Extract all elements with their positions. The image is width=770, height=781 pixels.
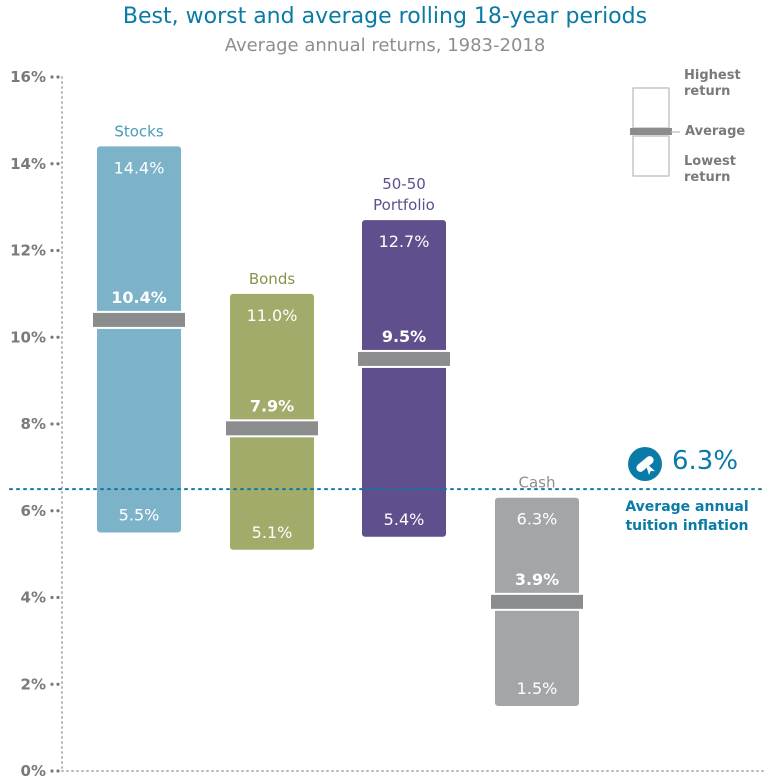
y-tick-dot	[56, 509, 60, 513]
bar-avg-label: 3.9%	[515, 570, 559, 589]
bar-high-label: 12.7%	[379, 232, 430, 251]
y-tick-dot	[56, 422, 60, 426]
category-label: Stocks	[114, 122, 164, 140]
y-tick-dot	[56, 162, 60, 166]
bar-avg-label: 10.4%	[111, 288, 167, 307]
y-tick-label: 0%	[21, 762, 46, 780]
bar-avg-label: 9.5%	[382, 327, 426, 346]
avg-marker	[358, 351, 450, 366]
y-tick-dot	[56, 595, 60, 600]
bar-low-label: 5.5%	[119, 505, 160, 524]
tuition-inflation-value: 6.3%	[672, 446, 739, 476]
y-tick-dot	[50, 248, 54, 253]
chart-subtitle: Average annual returns, 1983-2018	[224, 35, 546, 56]
y-tick-dot	[50, 769, 54, 773]
y-tick-dot	[56, 682, 60, 686]
bar-high-label: 11.0%	[247, 306, 298, 325]
chart-title: Best, worst and average rolling 18-year …	[122, 4, 648, 29]
y-tick-dot	[50, 75, 54, 79]
y-tick-dot	[50, 595, 54, 600]
y-tick-label: 14%	[10, 155, 46, 173]
legend-box-bottom	[632, 135, 670, 177]
bar-range	[97, 146, 181, 533]
legend-box-top	[632, 87, 670, 129]
bar-range	[362, 220, 446, 537]
legend-highest-label: Highest return	[684, 68, 741, 99]
y-tick-dot	[50, 162, 54, 166]
diploma-icon-glyph	[636, 456, 656, 475]
y-tick-label: 2%	[21, 675, 46, 693]
y-tick-dot	[50, 335, 54, 339]
bar-avg-label: 7.9%	[250, 396, 294, 415]
bar-low-label: 1.5%	[517, 679, 558, 698]
category-label: Bonds	[249, 270, 295, 288]
bar-low-label: 5.1%	[252, 523, 293, 542]
category-label: 50-50	[382, 175, 426, 193]
y-tick-label: 12%	[10, 242, 46, 260]
avg-marker	[491, 594, 583, 609]
y-tick-dot	[50, 509, 54, 513]
y-tick-dot	[50, 682, 54, 686]
legend-average-label: Average	[685, 124, 746, 139]
legend-lowest-label: Lowest return	[684, 154, 736, 185]
tuition-inflation-label: Average annual tuition inflation	[625, 499, 749, 534]
y-tick-dot	[50, 422, 54, 426]
diploma-scroll	[636, 456, 654, 472]
y-tick-dot	[56, 75, 60, 79]
y-tick-label: 16%	[10, 68, 46, 86]
y-tick-label: 4%	[21, 589, 46, 607]
y-tick-label: 8%	[21, 415, 46, 433]
bar-high-label: 6.3%	[517, 510, 558, 529]
diploma-ribbon	[646, 465, 656, 475]
bar-low-label: 5.4%	[384, 510, 425, 529]
legend-avg-marker	[630, 128, 672, 135]
category-label: Cash	[519, 474, 556, 492]
y-tick-dot	[56, 769, 60, 773]
avg-marker	[226, 421, 318, 436]
y-tick-label: 10%	[10, 328, 46, 346]
bar-high-label: 14.4%	[114, 158, 165, 177]
y-tick-label: 6%	[21, 502, 46, 520]
y-tick-dot	[56, 335, 60, 339]
avg-marker	[93, 312, 185, 327]
y-tick-dot	[56, 248, 60, 253]
category-label: Portfolio	[373, 196, 435, 214]
